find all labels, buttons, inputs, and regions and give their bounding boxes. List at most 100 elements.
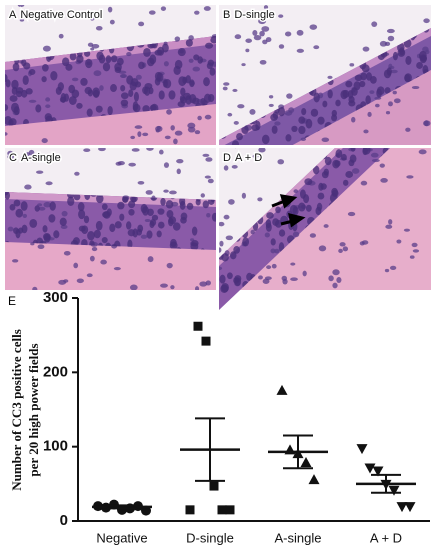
- y-tick-label: 200: [43, 363, 68, 380]
- nucleus: [76, 278, 84, 284]
- point: [225, 505, 235, 515]
- nucleus: [125, 221, 132, 230]
- nucleus: [35, 104, 42, 113]
- micrographs: [5, 5, 431, 310]
- nucleus: [359, 80, 366, 88]
- nucleus: [296, 29, 304, 36]
- nucleus: [365, 95, 371, 105]
- nucleus: [136, 228, 143, 236]
- nucleus: [345, 80, 353, 88]
- nucleus: [134, 81, 142, 88]
- nucleus: [102, 62, 111, 72]
- nucleus: [129, 284, 138, 290]
- nucleus: [389, 265, 397, 271]
- nucleus: [180, 212, 188, 221]
- nucleus: [411, 242, 418, 248]
- nucleus: [385, 111, 391, 115]
- nucleus: [174, 36, 181, 42]
- nucleus: [275, 206, 281, 214]
- panel-caption: A-single: [21, 152, 61, 164]
- nucleus: [405, 55, 412, 65]
- arrow-head: [288, 212, 306, 228]
- panel-label: C A-single: [9, 152, 61, 164]
- nucleus: [131, 148, 140, 152]
- nucleus: [392, 90, 397, 95]
- nucleus: [167, 217, 174, 227]
- nucleus: [149, 219, 157, 227]
- nucleus: [28, 149, 35, 156]
- nucleus: [258, 275, 263, 280]
- nucleus: [370, 76, 377, 84]
- nucleus: [360, 180, 368, 186]
- nucleus: [379, 40, 388, 47]
- nucleus: [188, 58, 194, 63]
- nucleus: [411, 85, 420, 90]
- nucleus: [42, 45, 51, 52]
- point: [276, 384, 288, 395]
- nucleus: [137, 131, 142, 137]
- epithelium: [219, 148, 390, 310]
- stroma-nuclei: [219, 148, 427, 289]
- nucleus: [168, 90, 176, 100]
- nucleus: [241, 125, 249, 135]
- nucleus: [13, 227, 19, 234]
- nucleus: [312, 165, 320, 175]
- nucleus: [166, 210, 174, 219]
- nucleus: [140, 234, 148, 239]
- nucleus: [322, 100, 328, 108]
- nucleus: [101, 237, 108, 244]
- nucleus: [93, 229, 101, 239]
- nucleus: [142, 105, 150, 113]
- nucleus: [86, 108, 93, 117]
- nucleus: [290, 262, 296, 266]
- nucleus: [48, 214, 56, 223]
- chart: 0 100 200 300 Number of CC3 positive cells pe…: [9, 289, 430, 545]
- nucleus: [225, 235, 233, 241]
- nucleus: [92, 87, 100, 98]
- nucleus: [109, 223, 116, 233]
- nucleus: [101, 203, 108, 211]
- cilia: [219, 148, 343, 266]
- nucleus: [271, 263, 277, 269]
- nucleus: [179, 196, 186, 207]
- y-tick-label: 300: [43, 289, 68, 306]
- nucleus: [359, 241, 365, 246]
- nucleus: [332, 159, 340, 169]
- nucleus: [259, 59, 267, 65]
- nucleus: [416, 61, 423, 69]
- nucleus: [177, 48, 186, 57]
- nucleus: [143, 47, 151, 57]
- nucleus: [371, 21, 378, 27]
- nucleus: [316, 202, 323, 211]
- nucleus: [203, 6, 211, 11]
- nucleus: [90, 47, 95, 51]
- nucleus: [177, 101, 185, 108]
- nucleus: [298, 125, 306, 135]
- panel-letter: D: [223, 152, 231, 164]
- nucleus: [45, 97, 51, 102]
- nucleus: [362, 148, 368, 156]
- nucleus: [144, 218, 151, 223]
- nucleus: [278, 14, 284, 18]
- nucleus: [5, 192, 9, 196]
- nucleus: [290, 277, 298, 282]
- panel-letter: B: [223, 9, 230, 21]
- nucleus: [185, 39, 193, 47]
- nucleus: [50, 71, 58, 81]
- nucleus: [5, 132, 8, 136]
- nucleus: [30, 242, 35, 246]
- nucleus: [62, 57, 70, 67]
- nucleus: [117, 201, 125, 210]
- nucleus: [95, 25, 103, 31]
- nucleus: [163, 61, 169, 67]
- nucleus: [37, 244, 45, 250]
- nucleus: [83, 148, 91, 153]
- nucleus: [332, 282, 338, 289]
- nucleus: [76, 102, 83, 109]
- nucleus: [386, 28, 395, 34]
- error-bar: [107, 504, 137, 510]
- nucleus: [107, 105, 113, 116]
- nucleus: [128, 208, 135, 216]
- nucleus: [158, 90, 165, 100]
- nucleus: [245, 48, 250, 53]
